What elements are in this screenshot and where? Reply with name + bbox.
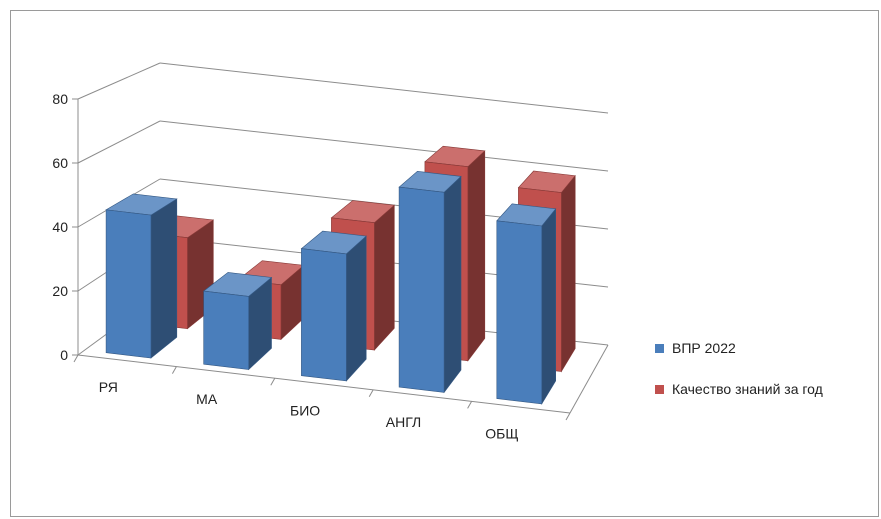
bar-vpr-3-side [443, 175, 462, 394]
bar-vpr-1 [202, 272, 273, 371]
x-axis-line [77, 354, 571, 414]
x-tick-1 [171, 366, 177, 374]
bar-vpr-4 [496, 203, 557, 405]
bar-vpr-2-front [301, 248, 347, 382]
legend: ВПР 2022 Качество знаний за год [655, 340, 823, 422]
bar-quality-4-side [561, 174, 576, 373]
category-label-3: АНГЛ [386, 414, 421, 430]
x-tick-3 [368, 389, 374, 398]
bar-vpr-2 [300, 230, 367, 382]
bar-vpr-0-front [105, 209, 152, 359]
category-label-1: МА [196, 391, 218, 407]
bar-quality-3-side [467, 150, 486, 362]
category-label-2: БИО [290, 402, 320, 418]
bar-vpr-0 [105, 193, 178, 359]
side-gridline-3 [77, 120, 161, 164]
legend-item-quality: Качество знаний за год [655, 381, 823, 397]
legend-label-vpr: ВПР 2022 [672, 340, 736, 356]
y-tick-label-1: 20 [52, 283, 68, 299]
y-tick-label-4: 80 [52, 91, 68, 107]
bar-quality-2-side [374, 204, 395, 351]
category-label-4: ОБЩ [485, 426, 518, 442]
legend-item-vpr: ВПР 2022 [655, 340, 823, 356]
x-tick-5 [565, 412, 571, 421]
x-tick-0 [73, 354, 79, 363]
bar-vpr-1-front [203, 290, 249, 370]
gridline-4 [159, 62, 609, 114]
gridline-3 [159, 120, 609, 172]
bar-vpr-3-front [398, 186, 445, 393]
floor-right-edge [569, 344, 609, 414]
category-label-0: РЯ [99, 379, 118, 395]
bar-vpr-2-side [346, 235, 367, 382]
bar-vpr-0-side [150, 198, 178, 359]
bar-vpr-4-front [496, 220, 543, 405]
x-tick-2 [270, 377, 276, 386]
legend-swatch-vpr [655, 343, 664, 353]
legend-label-quality: Качество знаний за год [672, 381, 823, 397]
x-tick-4 [467, 401, 473, 409]
legend-swatch-quality [655, 384, 664, 394]
bar-vpr-3 [398, 170, 462, 394]
bar-vpr-4-side [541, 207, 557, 405]
y-tick-label-2: 40 [52, 219, 68, 235]
side-gridline-4 [77, 62, 161, 100]
y-tick-label-3: 60 [52, 155, 68, 171]
y-tick-label-0: 0 [60, 347, 68, 363]
